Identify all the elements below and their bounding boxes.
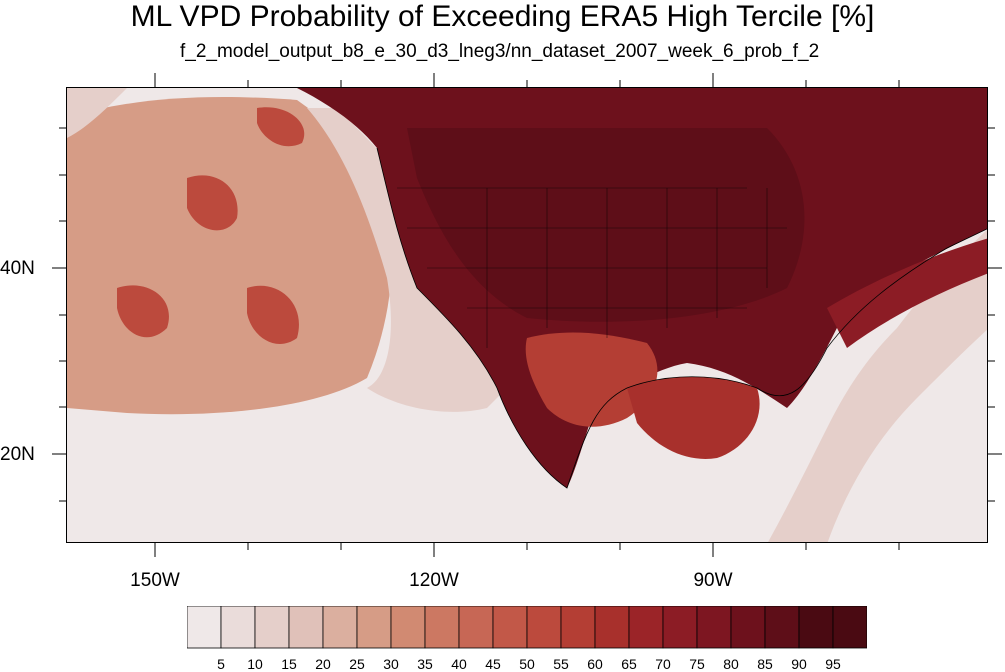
gulf-region (627, 376, 760, 459)
colorbar-label: 50 (519, 656, 535, 672)
colorbar-bin (288, 606, 324, 649)
colorbar-bin (356, 606, 392, 649)
colorbar-label: 10 (247, 656, 263, 672)
colorbar (187, 606, 867, 649)
colorbar-bin (322, 606, 358, 649)
pacific-pale-band (67, 88, 537, 412)
lon-label-150w: 150W (130, 570, 180, 591)
atlantic-red-band (827, 238, 987, 348)
interior-darker-region (407, 128, 805, 322)
colorbar-label: 45 (485, 656, 501, 672)
colorbar-bin (458, 606, 494, 649)
map-title: ML VPD Probability of Exceeding ERA5 Hig… (130, 0, 875, 33)
lon-label-120w: 120W (409, 570, 459, 591)
colorbar-label: 90 (791, 656, 807, 672)
colorbar-label: 70 (655, 656, 671, 672)
colorbar-label: 75 (689, 656, 705, 672)
atlantic-low-region (827, 329, 987, 542)
colorbar-label: 5 (217, 656, 225, 672)
colorbar-label: 80 (723, 656, 739, 672)
colorbar-bin (696, 606, 732, 649)
colorbar-label: 60 (587, 656, 603, 672)
colorbar-bin (526, 606, 562, 649)
colorbar-bin (424, 606, 460, 649)
colorbar-label: 25 (349, 656, 365, 672)
colorbar-label: 20 (315, 656, 331, 672)
colorbar-bin (390, 606, 426, 649)
colorbar-label: 40 (451, 656, 467, 672)
lat-label-40n: 40N (0, 258, 35, 279)
us-state-borders (397, 187, 787, 348)
lon-label-90w: 90W (693, 570, 733, 591)
lat-label-20n: 20N (0, 444, 35, 465)
colorbar-label: 95 (825, 656, 841, 672)
southwest-mid-region (525, 332, 658, 427)
colorbar-bin (220, 606, 256, 649)
map-panel (66, 87, 988, 543)
colorbar-bin (187, 606, 222, 649)
coastline (376, 147, 987, 489)
colorbar-bin (730, 606, 766, 649)
colorbar-label: 65 (621, 656, 637, 672)
colorbar-label: 30 (383, 656, 399, 672)
colorbar-bin (832, 606, 867, 649)
probability-map (67, 88, 987, 542)
map-subtitle: f_2_model_output_b8_e_30_d3_lneg3/nn_dat… (180, 41, 820, 62)
colorbar-bin (594, 606, 630, 649)
colorbar-bin (764, 606, 800, 649)
pacific-red-patches (117, 107, 305, 344)
colorbar-bin (560, 606, 596, 649)
colorbar-bin (662, 606, 698, 649)
colorbar-bin (628, 606, 664, 649)
colorbar-label: 55 (553, 656, 569, 672)
colorbar-label: 85 (757, 656, 773, 672)
colorbar-bin (798, 606, 834, 649)
colorbar-bin (492, 606, 528, 649)
colorbar-label: 15 (281, 656, 297, 672)
colorbar-bin (254, 606, 290, 649)
colorbar-label: 35 (417, 656, 433, 672)
